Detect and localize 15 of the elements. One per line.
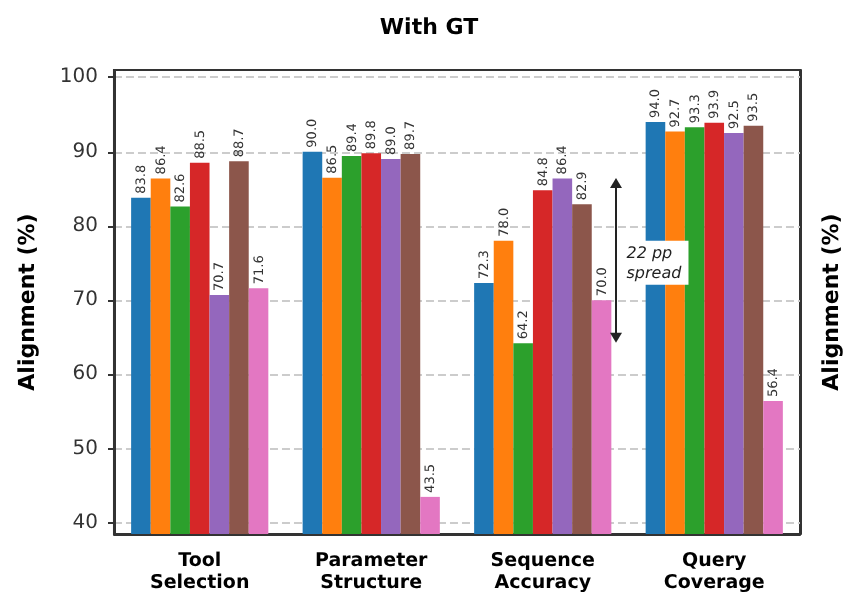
annotation: 22 pp spread: [626, 243, 684, 282]
y-axis-title: Alignment (%): [818, 213, 844, 391]
y-tick-label: 60: [72, 363, 98, 386]
y-tick-label: 40: [72, 511, 98, 534]
y2-axis-title: Alignment (%): [14, 213, 40, 391]
chart-title: With GT: [379, 14, 480, 40]
y-tick-label: 100: [59, 66, 98, 89]
x-tick-label: Sequence Accuracy: [490, 550, 595, 594]
y-tick-label: 80: [72, 214, 98, 237]
y-tick-label: 90: [72, 140, 98, 163]
y-tick-label: 70: [72, 289, 98, 312]
x-tick-label: Query Coverage: [663, 550, 765, 594]
y-tick-label: 50: [72, 437, 98, 460]
x-tick-label: Parameter Structure: [315, 550, 429, 594]
x-tick-label: Tool Selection: [150, 550, 250, 594]
